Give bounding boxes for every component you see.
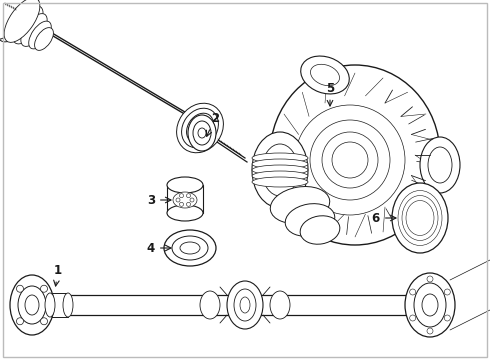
Ellipse shape [227, 281, 263, 329]
Text: 1: 1 [54, 264, 62, 286]
Ellipse shape [402, 195, 438, 240]
Ellipse shape [200, 291, 220, 319]
Ellipse shape [29, 21, 51, 49]
Ellipse shape [427, 328, 433, 334]
Ellipse shape [240, 297, 250, 313]
Ellipse shape [4, 0, 40, 42]
Ellipse shape [182, 108, 219, 148]
Ellipse shape [25, 295, 39, 315]
Ellipse shape [173, 192, 197, 208]
Text: 3: 3 [147, 194, 171, 207]
Text: 2: 2 [206, 112, 219, 136]
Ellipse shape [188, 115, 216, 151]
Ellipse shape [190, 198, 194, 202]
Ellipse shape [0, 0, 39, 42]
Ellipse shape [252, 159, 308, 169]
Ellipse shape [285, 204, 335, 237]
Ellipse shape [252, 171, 308, 181]
Ellipse shape [187, 194, 191, 198]
Ellipse shape [332, 142, 368, 178]
Ellipse shape [252, 132, 308, 208]
Ellipse shape [18, 286, 46, 324]
Ellipse shape [405, 273, 455, 337]
Ellipse shape [167, 177, 203, 193]
Ellipse shape [164, 230, 216, 266]
Ellipse shape [180, 242, 200, 254]
Ellipse shape [41, 318, 48, 325]
Ellipse shape [187, 202, 191, 206]
Ellipse shape [262, 144, 298, 196]
Ellipse shape [270, 291, 290, 319]
Ellipse shape [270, 186, 330, 224]
Ellipse shape [400, 192, 440, 244]
Ellipse shape [0, 0, 35, 39]
Ellipse shape [410, 315, 416, 321]
Ellipse shape [322, 132, 378, 188]
Ellipse shape [41, 285, 48, 292]
Ellipse shape [13, 6, 43, 44]
Ellipse shape [398, 190, 442, 246]
Ellipse shape [444, 289, 450, 295]
Bar [167, 185, 203, 213]
Ellipse shape [179, 194, 183, 198]
Text: 5: 5 [326, 81, 334, 106]
Ellipse shape [427, 276, 433, 282]
Text: 4: 4 [147, 242, 171, 255]
Ellipse shape [295, 105, 405, 215]
Ellipse shape [17, 285, 24, 292]
Ellipse shape [10, 275, 54, 335]
Ellipse shape [311, 64, 340, 86]
Ellipse shape [191, 118, 209, 138]
Ellipse shape [301, 56, 349, 94]
Ellipse shape [198, 128, 206, 138]
Ellipse shape [414, 283, 446, 327]
Bar [50, 293, 68, 317]
Ellipse shape [252, 153, 308, 163]
Ellipse shape [45, 293, 55, 317]
Ellipse shape [176, 103, 223, 153]
Ellipse shape [167, 205, 203, 221]
Ellipse shape [408, 202, 432, 234]
Ellipse shape [21, 14, 47, 46]
Ellipse shape [300, 216, 340, 244]
Ellipse shape [234, 289, 256, 321]
Ellipse shape [252, 177, 308, 187]
Ellipse shape [63, 293, 73, 317]
Ellipse shape [35, 28, 53, 50]
Ellipse shape [193, 121, 211, 145]
Ellipse shape [310, 120, 390, 200]
Ellipse shape [172, 236, 208, 260]
Ellipse shape [179, 202, 183, 206]
Ellipse shape [428, 147, 452, 183]
Ellipse shape [272, 159, 288, 181]
Ellipse shape [410, 289, 416, 295]
Ellipse shape [17, 318, 24, 325]
Ellipse shape [420, 137, 460, 193]
Ellipse shape [406, 201, 434, 235]
Ellipse shape [176, 198, 180, 202]
Ellipse shape [392, 183, 448, 253]
Ellipse shape [422, 294, 438, 316]
Ellipse shape [444, 315, 450, 321]
Ellipse shape [187, 113, 214, 143]
Ellipse shape [270, 65, 440, 245]
Ellipse shape [414, 210, 426, 226]
Ellipse shape [252, 165, 308, 175]
Text: 6: 6 [372, 212, 396, 225]
